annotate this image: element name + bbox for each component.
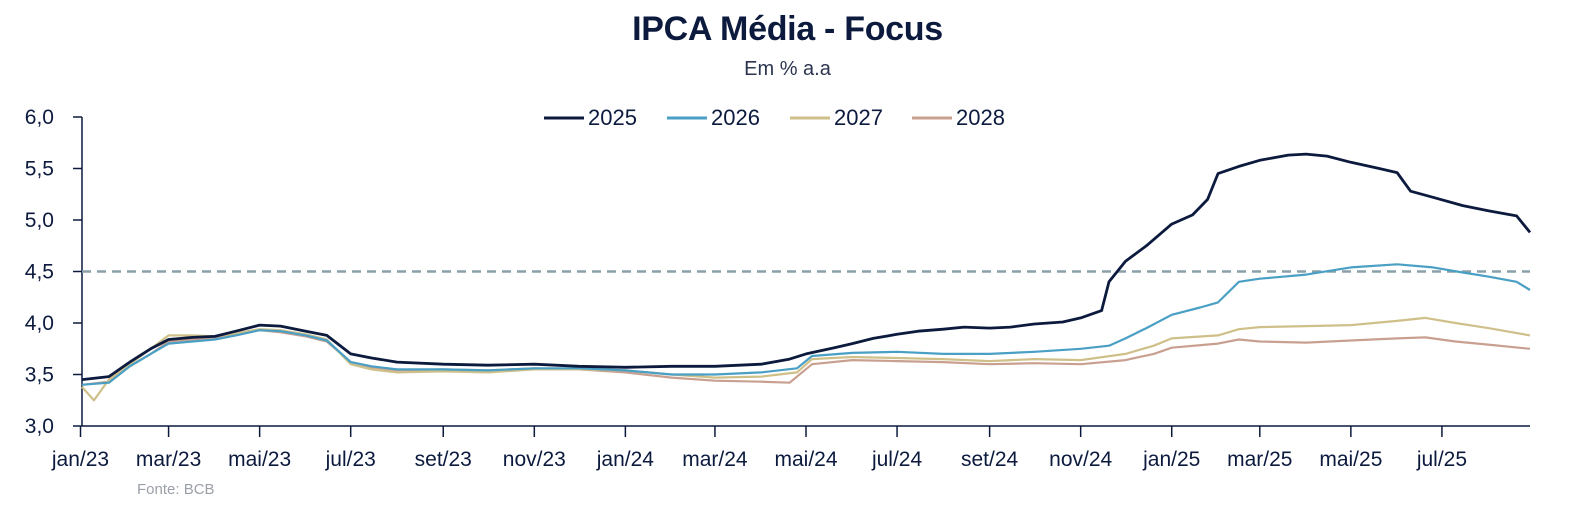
x-tick-label: mai/23 [228,448,291,471]
x-tick-label: mar/23 [136,448,201,471]
x-tick-label: jul/25 [1416,448,1467,471]
x-tick-label: mai/25 [1319,448,1382,471]
x-tick-label: nov/23 [503,448,566,471]
y-tick-label: 3,0 [25,415,54,438]
x-tick-label: jan/23 [51,448,109,471]
x-tick-label: jan/25 [1142,448,1200,471]
series-line-2026 [81,263,1531,386]
chart-title: IPCA Média - Focus [632,10,943,48]
x-tick-label: mar/24 [682,448,748,471]
legend-item-2027: 2027 [790,105,883,130]
x-tick-label: nov/24 [1049,448,1112,471]
x-tick-label: set/24 [961,448,1019,471]
x-tick-label: jul/24 [871,448,923,471]
legend-label: 2026 [711,105,760,130]
legend-label: 2027 [834,105,883,130]
y-tick-label: 4,0 [25,312,54,335]
source-note: Fonte: BCB [137,481,215,498]
legend-item-2026: 2026 [667,105,760,130]
x-tick-label: mar/25 [1227,448,1292,471]
y-tick-label: 3,5 [25,364,54,387]
series-line-2028 [81,329,1531,386]
legend-label: 2025 [588,105,637,130]
chart-subtitle: Em % a.a [744,58,831,80]
y-tick-label: 4,5 [25,261,54,284]
x-tick-label: jul/23 [325,448,376,471]
x-tick-label: set/23 [415,448,472,471]
legend-item-2025: 2025 [544,105,637,130]
x-tick-label: mai/24 [774,448,837,471]
legend-label: 2028 [956,105,1005,130]
y-tick-label: 6,0 [25,106,54,129]
plot-area: 3,0 3,5 4,0 4,5 5,0 5,5 6,0 jan/23 mar/23 mai/23 j… [25,106,1532,471]
x-tick-label: jan/24 [596,448,655,471]
y-tick-label: 5,5 [25,158,54,181]
series-line-2025 [81,152,1532,381]
legend: 2025 2026 2027 2028 [544,105,1005,130]
y-tick-label: 5,0 [25,209,54,232]
legend-item-2028: 2028 [912,105,1005,130]
